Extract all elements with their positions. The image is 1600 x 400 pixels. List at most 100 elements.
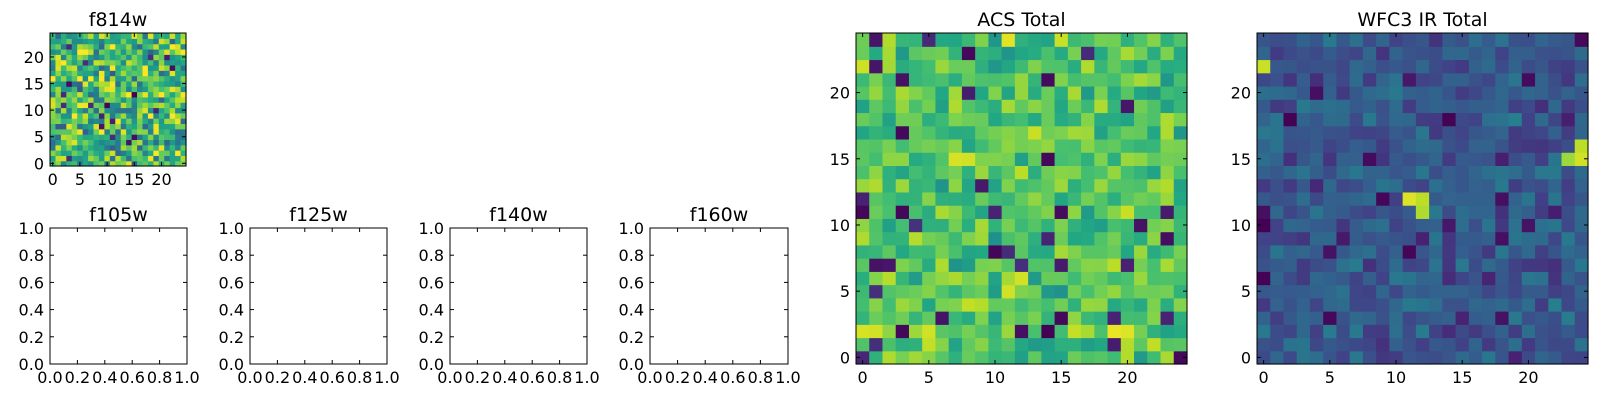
heatmap-cell — [82, 107, 89, 114]
heatmap-cell — [1402, 33, 1417, 47]
x-tick-label: 0.2 — [465, 368, 490, 387]
heatmap-cell — [88, 144, 95, 151]
heatmap-cell — [1173, 33, 1188, 47]
heatmap-cell — [1094, 218, 1109, 233]
heatmap-cell — [98, 64, 105, 71]
heatmap-cell — [1107, 72, 1122, 87]
heatmap-cell — [988, 178, 1003, 193]
heatmap-cell — [109, 123, 116, 130]
heatmap-cell — [1134, 178, 1148, 193]
heatmap-cell — [1107, 33, 1122, 47]
heatmap-cell — [975, 85, 989, 100]
heatmap-cell — [164, 96, 171, 103]
heatmap-cell — [1455, 191, 1470, 206]
heatmap-cell — [1296, 350, 1311, 365]
heatmap-cell — [1134, 112, 1148, 127]
heatmap-cell — [1574, 337, 1589, 352]
heatmap-cell — [1323, 152, 1338, 166]
heatmap-cell — [158, 150, 165, 156]
heatmap-cell — [82, 118, 89, 125]
heatmap-cell — [1054, 311, 1069, 325]
heatmap-cell — [1001, 72, 1016, 87]
heatmap-cell — [1283, 33, 1298, 47]
heatmap-cell — [131, 123, 138, 130]
heatmap-cell — [1283, 178, 1298, 193]
heatmap-cell — [1548, 178, 1563, 193]
heatmap-cell — [1309, 311, 1324, 325]
heatmap-cell — [1160, 311, 1175, 325]
heatmap-cell — [142, 54, 149, 61]
heatmap-cell — [1548, 99, 1563, 114]
heatmap-cell — [935, 191, 950, 206]
heatmap-cell — [988, 33, 1003, 47]
heatmap-cell — [1160, 125, 1175, 140]
heatmap-cell — [1442, 59, 1457, 74]
heatmap-cell — [1014, 258, 1029, 272]
x-tick-label: 15 — [1452, 368, 1472, 387]
heatmap-cell — [1081, 324, 1095, 339]
heatmap-cell — [126, 96, 133, 103]
heatmap-cell — [175, 139, 182, 146]
heatmap-cell — [88, 75, 95, 82]
heatmap-cell — [1257, 244, 1271, 259]
heatmap-cell — [93, 59, 100, 66]
heatmap-cell — [82, 48, 89, 55]
heatmap-cell — [120, 107, 127, 114]
heatmap-cell — [948, 85, 963, 100]
heatmap-cell — [1028, 218, 1042, 233]
heatmap-cell — [175, 33, 182, 39]
heatmap-cell — [60, 91, 67, 98]
heatmap-cell — [164, 54, 171, 61]
heatmap-cell — [55, 54, 62, 61]
heatmap-cell — [1495, 112, 1510, 127]
heatmap-cell — [104, 139, 111, 146]
heatmap-cell — [142, 139, 149, 146]
heatmap-cell — [1041, 138, 1056, 153]
heatmap-cell — [153, 134, 160, 140]
heatmap-cell — [961, 337, 976, 352]
heatmap-cell — [142, 144, 149, 151]
heatmap-cell — [1283, 205, 1298, 219]
heatmap-cell — [1173, 85, 1188, 100]
heatmap-cell — [922, 112, 937, 127]
heatmap-cell — [1041, 297, 1056, 312]
heatmap-cell — [77, 112, 84, 119]
heatmap-cell — [1495, 337, 1510, 352]
heatmap-cell — [98, 70, 105, 77]
heatmap-cell — [88, 123, 95, 130]
heatmap-cell — [988, 205, 1003, 219]
heatmap-cell — [856, 324, 870, 339]
heatmap-cell — [1429, 205, 1443, 219]
heatmap-cell — [908, 311, 923, 325]
heatmap-cell — [895, 311, 910, 325]
heatmap-cell — [115, 75, 122, 82]
heatmap-cell — [1028, 152, 1042, 166]
y-tick-label: 0.2 — [619, 328, 644, 347]
heatmap-cell — [1041, 205, 1056, 219]
heatmap-cell — [1028, 112, 1042, 127]
heatmap-cell — [55, 112, 62, 119]
heatmap-cell — [1455, 284, 1470, 299]
heatmap-cell — [115, 59, 122, 66]
heatmap-cell — [1270, 205, 1285, 219]
heatmap-cell — [137, 150, 144, 156]
heatmap-cell — [1468, 297, 1483, 312]
heatmap-cell — [1081, 165, 1095, 180]
heatmap-cell — [55, 48, 62, 55]
heatmap-cell — [1081, 85, 1095, 100]
heatmap-cell — [142, 48, 149, 55]
heatmap-cell — [50, 112, 57, 119]
heatmap-cell — [1376, 85, 1390, 100]
heatmap-cell — [908, 324, 923, 339]
heatmap-cell — [66, 80, 73, 87]
heatmap-cell — [1323, 337, 1338, 352]
heatmap-cell — [1429, 244, 1443, 259]
heatmap-cell — [1270, 350, 1285, 365]
heatmap-cell — [1107, 350, 1122, 365]
heatmap-cell — [1041, 125, 1056, 140]
heatmap-cell — [71, 91, 78, 98]
heatmap-cell — [158, 96, 165, 103]
heatmap-cell — [147, 86, 154, 93]
heatmap-cell — [1107, 46, 1122, 61]
heatmap-cell — [1548, 284, 1563, 299]
